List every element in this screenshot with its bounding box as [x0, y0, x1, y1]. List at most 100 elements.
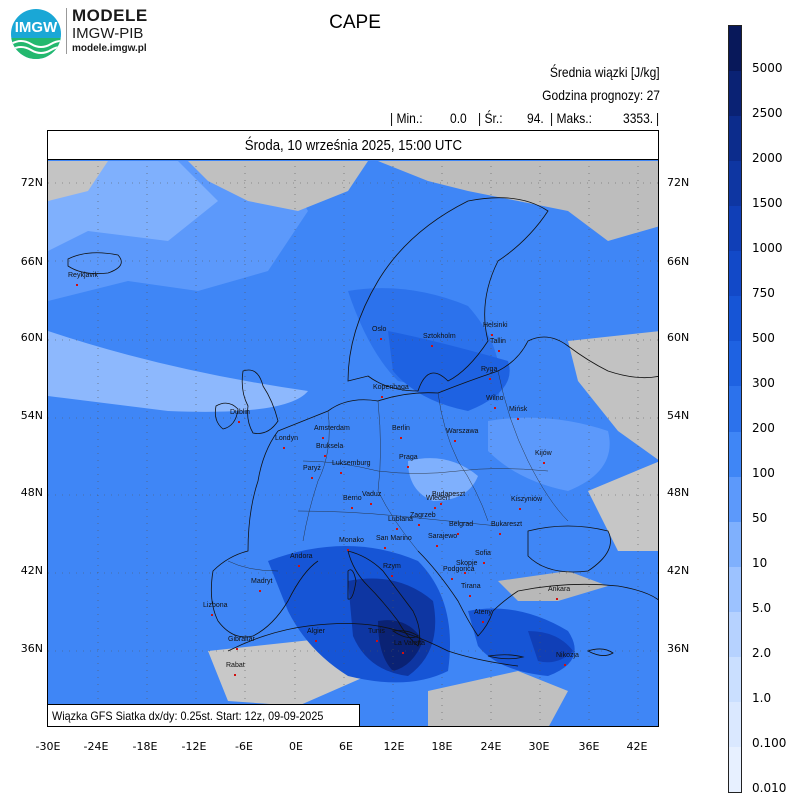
city-label: Lizbona	[203, 602, 228, 609]
legend-swatch	[729, 386, 741, 433]
lat-label-right: 72N	[667, 176, 690, 189]
legend-label: 5000	[752, 61, 783, 75]
legend-swatch	[729, 746, 741, 793]
city-marker	[238, 421, 240, 423]
city-marker	[76, 284, 78, 286]
legend-label: 500	[752, 331, 775, 345]
city-marker	[381, 396, 383, 398]
legend-swatch	[729, 566, 741, 613]
lon-label: 42E	[626, 740, 648, 753]
city-marker	[519, 508, 521, 510]
city-marker	[436, 545, 438, 547]
legend-swatch	[729, 656, 741, 703]
city-marker	[283, 447, 285, 449]
city-label: Gibraltar	[228, 636, 255, 643]
city-marker	[457, 533, 459, 535]
lon-label: 6E	[339, 740, 353, 753]
lat-label-left: 72N	[20, 176, 43, 189]
city-marker	[498, 350, 500, 352]
model-info-text: Wiązka GFS Siatka dx/dy: 0.25st. Start: …	[52, 709, 324, 723]
city-marker	[402, 652, 404, 654]
svg-text:IMGW: IMGW	[15, 19, 58, 36]
legend-label: 100	[752, 466, 775, 480]
lat-label-left: 54N	[20, 409, 43, 422]
imgw-logo: IMGW	[11, 9, 61, 59]
legend-swatch	[729, 26, 741, 72]
city-label: Budapeszt	[432, 491, 466, 498]
city-marker	[236, 648, 238, 650]
lat-label-left: 60N	[20, 331, 43, 344]
city-label: Nikozja	[556, 652, 579, 659]
city-label: Ateny	[474, 609, 492, 616]
legend-label: 10	[752, 556, 768, 570]
city-marker	[407, 466, 409, 468]
brand-line1: MODELE	[72, 6, 148, 25]
city-marker	[234, 674, 236, 676]
city-label: Vaduz	[362, 491, 382, 498]
city-marker	[434, 507, 436, 509]
city-label: Berno	[343, 495, 362, 502]
cape-map	[48, 131, 658, 726]
legend-swatch	[729, 251, 741, 297]
map-panel	[47, 130, 659, 727]
city-marker	[376, 640, 378, 642]
min-label: | Min.:	[390, 110, 423, 126]
city-label: Amsterdam	[314, 425, 350, 432]
legend-swatch	[729, 476, 741, 523]
city-label: Rzym	[383, 563, 401, 570]
legend-swatch	[729, 701, 741, 748]
mean-label: | Śr.:	[478, 110, 503, 126]
city-marker	[499, 533, 501, 535]
min-value: 0.0	[450, 110, 467, 126]
city-label: Berlin	[392, 425, 410, 432]
city-label: Kijów	[535, 450, 552, 457]
lon-label: -24E	[83, 740, 109, 753]
city-marker	[564, 664, 566, 666]
city-marker	[380, 338, 382, 340]
city-label: Skopje	[456, 560, 478, 567]
city-marker	[489, 378, 491, 380]
city-label: Zagrzeb	[410, 512, 436, 519]
legend-swatch	[729, 611, 741, 658]
max-label: | Maks.:	[550, 110, 592, 126]
color-legend	[728, 25, 742, 793]
lat-label-right: 66N	[667, 255, 690, 268]
brand-url[interactable]: modele.imgw.pl	[72, 43, 147, 54]
city-label: Andora	[290, 553, 313, 560]
city-marker	[454, 440, 456, 442]
max-value: 3353.	[623, 110, 654, 126]
city-label: Monako	[339, 537, 364, 544]
legend-label: 50	[752, 511, 768, 525]
city-marker	[431, 345, 433, 347]
legend-swatch	[729, 431, 741, 478]
city-label: Sarajewo	[428, 533, 458, 540]
lat-label-left: 66N	[20, 255, 43, 268]
city-marker	[543, 462, 545, 464]
city-label: Londyn	[275, 435, 298, 442]
city-marker	[324, 455, 326, 457]
legend-label: 5.0	[752, 601, 772, 615]
city-marker	[396, 528, 398, 530]
city-label: Sztokholm	[423, 333, 456, 340]
city-label: Tallin	[490, 338, 506, 345]
legend-swatch	[729, 116, 741, 162]
legend-label: 200	[752, 421, 775, 435]
city-label: Ryga	[481, 366, 498, 373]
city-label: San Marino	[376, 535, 412, 542]
mean-value: 94.	[527, 110, 544, 126]
lat-label-left: 36N	[20, 642, 43, 655]
city-marker	[322, 437, 324, 439]
city-marker	[451, 578, 453, 580]
legend-label: 1.0	[752, 691, 772, 705]
lon-label: -6E	[235, 740, 253, 753]
lat-label-right: 42N	[667, 564, 690, 577]
city-marker	[347, 549, 349, 551]
city-label: Wiedeń	[426, 495, 450, 502]
city-label: Rabat	[226, 662, 245, 669]
city-marker	[469, 595, 471, 597]
legend-label: 0.100	[752, 736, 787, 750]
city-label: Reykjavik	[68, 272, 98, 279]
city-marker	[391, 575, 393, 577]
legend-swatch	[729, 341, 741, 387]
lon-label: 0E	[289, 740, 303, 753]
